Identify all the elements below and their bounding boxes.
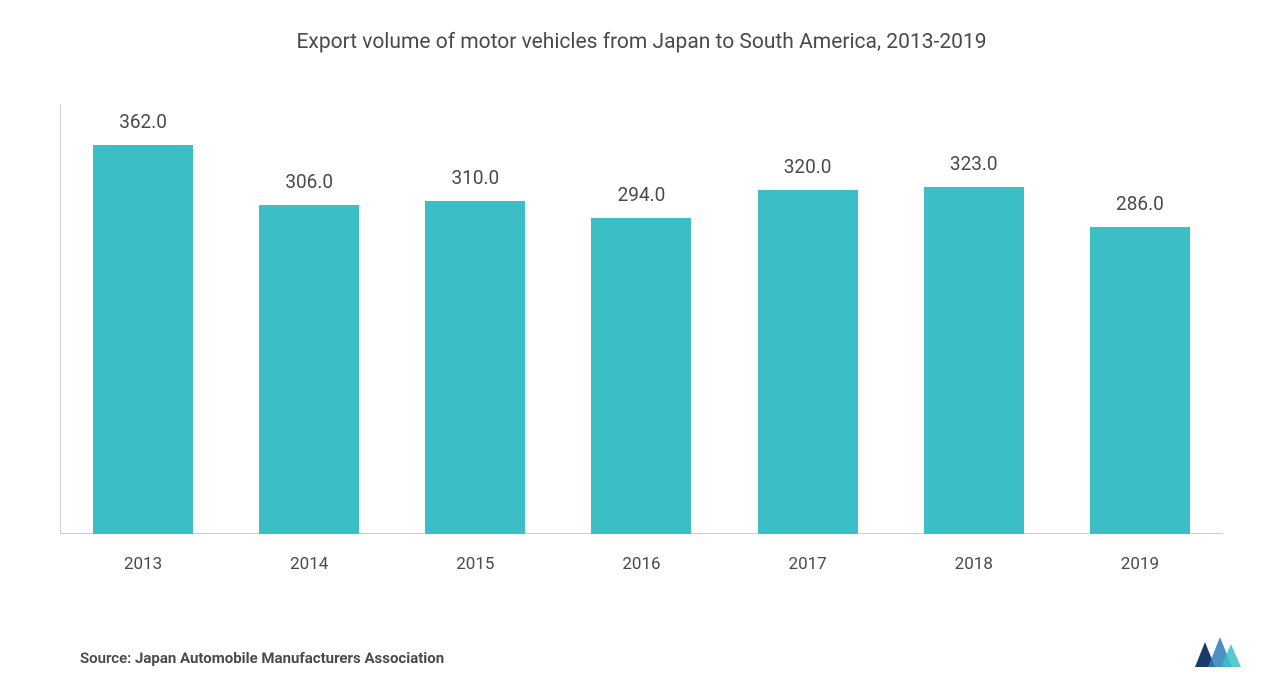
bar-value-label: 294.0 [618,183,666,206]
bar-group: 362.0 [60,104,226,534]
x-label: 2018 [891,542,1057,574]
bar-group: 323.0 [891,104,1057,534]
bar-2014 [259,205,359,534]
x-label: 2014 [226,542,392,574]
source-prefix: Source: [80,649,131,667]
bar-group: 310.0 [392,104,558,534]
x-label: 2019 [1057,542,1223,574]
x-label: 2015 [392,542,558,574]
bar-value-label: 362.0 [119,110,167,133]
bar-group: 294.0 [558,104,724,534]
bar-2018 [924,187,1024,534]
bar-value-label: 306.0 [285,170,333,193]
source-text: Japan Automobile Manufacturers Associati… [135,649,444,667]
bar-2013 [93,145,193,534]
bar-group: 320.0 [725,104,891,534]
x-label: 2013 [60,542,226,574]
bar-group: 286.0 [1057,104,1223,534]
x-label: 2016 [558,542,724,574]
chart-title: Export volume of motor vehicles from Jap… [40,30,1243,54]
bar-value-label: 286.0 [1116,192,1164,215]
x-axis-labels: 2013 2014 2015 2016 2017 2018 2019 [60,542,1223,574]
source-attribution: Source: Japan Automobile Manufacturers A… [80,649,444,667]
bar-2017 [758,190,858,534]
bar-2016 [591,218,691,534]
bar-value-label: 323.0 [950,152,998,175]
bars-container: 362.0 306.0 310.0 294.0 320.0 323.0 286.… [60,104,1223,534]
bar-2019 [1090,227,1190,534]
x-label: 2017 [725,542,891,574]
chart-plot-area: 362.0 306.0 310.0 294.0 320.0 323.0 286.… [60,104,1223,574]
bar-value-label: 320.0 [784,155,832,178]
bar-value-label: 310.0 [451,166,499,189]
bar-2015 [425,201,525,534]
bar-group: 306.0 [226,104,392,534]
mordor-logo-icon [1193,632,1243,672]
